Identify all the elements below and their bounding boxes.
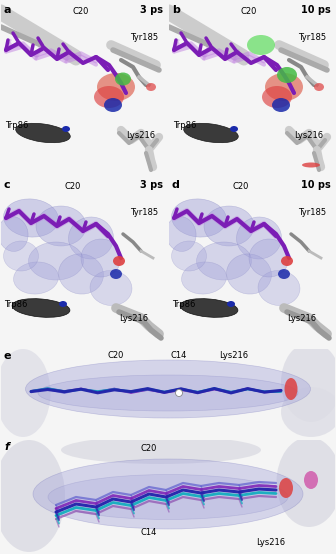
Ellipse shape	[146, 83, 156, 91]
Ellipse shape	[33, 459, 303, 529]
Ellipse shape	[281, 387, 336, 437]
Text: Lys216: Lys216	[287, 314, 316, 323]
Text: e: e	[4, 351, 11, 361]
Text: Lys216: Lys216	[219, 351, 248, 360]
Text: 3 ps: 3 ps	[140, 5, 163, 15]
Text: C20: C20	[233, 182, 249, 191]
Ellipse shape	[181, 262, 226, 294]
Ellipse shape	[258, 270, 300, 305]
Text: C14: C14	[141, 528, 157, 537]
Text: Tyr185: Tyr185	[130, 208, 158, 217]
Ellipse shape	[115, 73, 131, 85]
Ellipse shape	[13, 262, 58, 294]
Ellipse shape	[166, 217, 196, 252]
Ellipse shape	[62, 126, 70, 132]
Ellipse shape	[38, 375, 298, 411]
Text: C20: C20	[141, 444, 157, 453]
Ellipse shape	[227, 301, 235, 307]
Ellipse shape	[36, 206, 86, 246]
Ellipse shape	[4, 199, 58, 237]
Ellipse shape	[69, 217, 114, 259]
Text: Tyr185: Tyr185	[298, 208, 326, 217]
Ellipse shape	[58, 254, 103, 294]
Ellipse shape	[226, 254, 271, 294]
Ellipse shape	[90, 270, 132, 305]
Text: C20: C20	[241, 7, 257, 16]
Ellipse shape	[184, 124, 238, 143]
Ellipse shape	[104, 98, 122, 112]
Ellipse shape	[171, 241, 207, 271]
Ellipse shape	[237, 217, 282, 259]
Ellipse shape	[265, 73, 303, 101]
Ellipse shape	[279, 478, 293, 498]
Ellipse shape	[304, 471, 318, 489]
Text: Trp86: Trp86	[172, 300, 195, 309]
Text: 3 ps: 3 ps	[140, 180, 163, 190]
Ellipse shape	[314, 83, 324, 91]
Ellipse shape	[113, 256, 125, 266]
Ellipse shape	[302, 162, 320, 167]
Ellipse shape	[16, 124, 70, 143]
Ellipse shape	[204, 206, 254, 246]
Text: Trp86: Trp86	[5, 121, 28, 130]
Ellipse shape	[0, 349, 50, 437]
Text: f: f	[4, 442, 9, 452]
Ellipse shape	[277, 437, 336, 527]
Text: d: d	[172, 180, 180, 190]
Ellipse shape	[0, 440, 65, 552]
Text: 10 ps: 10 ps	[301, 5, 331, 15]
Ellipse shape	[29, 242, 84, 280]
Text: C14: C14	[171, 351, 187, 360]
Ellipse shape	[81, 239, 121, 277]
Ellipse shape	[0, 217, 28, 252]
Ellipse shape	[230, 126, 238, 132]
Ellipse shape	[281, 342, 336, 422]
Text: b: b	[172, 5, 180, 15]
Ellipse shape	[249, 239, 289, 277]
Text: a: a	[4, 5, 11, 15]
Text: C20: C20	[73, 7, 89, 16]
Text: C20: C20	[65, 182, 81, 191]
Ellipse shape	[175, 389, 182, 397]
Ellipse shape	[262, 86, 292, 108]
Ellipse shape	[94, 86, 124, 108]
Text: Tyr185: Tyr185	[130, 33, 158, 42]
Ellipse shape	[61, 436, 261, 464]
Ellipse shape	[180, 299, 238, 317]
Ellipse shape	[272, 98, 290, 112]
Text: Tyr185: Tyr185	[298, 33, 326, 42]
Text: Lys216: Lys216	[126, 131, 155, 140]
Ellipse shape	[172, 199, 226, 237]
Ellipse shape	[97, 73, 135, 101]
Ellipse shape	[3, 241, 39, 271]
Ellipse shape	[26, 360, 310, 418]
Text: Lys216: Lys216	[294, 131, 323, 140]
Ellipse shape	[12, 299, 70, 317]
Ellipse shape	[110, 269, 122, 279]
Text: Lys216: Lys216	[256, 538, 285, 547]
Ellipse shape	[281, 256, 293, 266]
Ellipse shape	[247, 35, 275, 55]
Ellipse shape	[59, 301, 67, 307]
Text: Trp86: Trp86	[4, 300, 27, 309]
Text: 10 ps: 10 ps	[301, 180, 331, 190]
Ellipse shape	[277, 67, 297, 83]
Text: C20: C20	[108, 351, 124, 360]
Ellipse shape	[285, 378, 297, 400]
Text: Trp86: Trp86	[173, 121, 196, 130]
Ellipse shape	[48, 474, 288, 520]
Text: Lys216: Lys216	[119, 314, 148, 323]
Text: c: c	[4, 180, 11, 190]
Ellipse shape	[197, 242, 252, 280]
Ellipse shape	[278, 269, 290, 279]
